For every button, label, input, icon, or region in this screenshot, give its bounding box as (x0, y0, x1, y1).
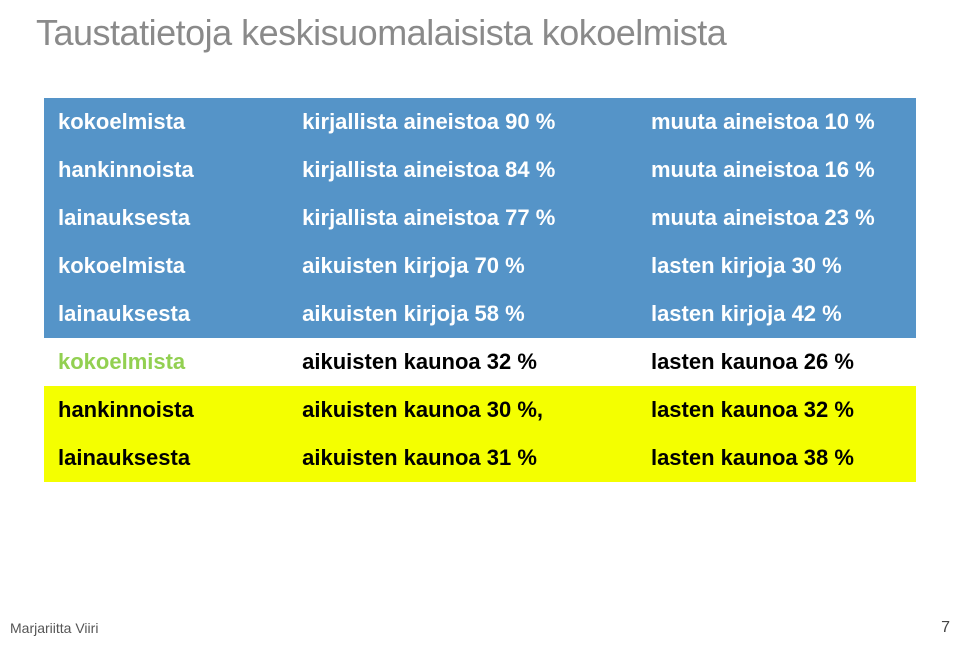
table-row: lainauksestaaikuisten kaunoa 31 %lasten … (44, 434, 916, 482)
table-row: hankinnoistaaikuisten kaunoa 30 %,lasten… (44, 386, 916, 434)
footer-author: Marjariitta Viiri (10, 620, 98, 636)
table-cell: kokoelmista (44, 242, 288, 290)
table-cell: kokoelmista (44, 98, 288, 146)
table-row: kokoelmistakirjallista aineistoa 90 %muu… (44, 98, 916, 146)
slide: Taustatietoja keskisuomalaisista kokoelm… (0, 0, 960, 647)
table-cell: hankinnoista (44, 146, 288, 194)
table-cell: muuta aineistoa 23 % (637, 194, 916, 242)
table-row: hankinnoistakirjallista aineistoa 84 %mu… (44, 146, 916, 194)
table-cell: kirjallista aineistoa 84 % (288, 146, 637, 194)
slide-title: Taustatietoja keskisuomalaisista kokoelm… (36, 12, 924, 54)
table-cell: aikuisten kaunoa 32 % (288, 338, 637, 386)
table-cell: kokoelmista (44, 338, 288, 386)
table-cell: lasten kaunoa 38 % (637, 434, 916, 482)
table-cell: lasten kaunoa 26 % (637, 338, 916, 386)
table-cell: lainauksesta (44, 290, 288, 338)
footer-page-number: 7 (941, 619, 950, 637)
footer: Marjariitta Viiri 7 (10, 619, 950, 637)
table-cell: lainauksesta (44, 194, 288, 242)
table-row: lainauksestakirjallista aineistoa 77 %mu… (44, 194, 916, 242)
table-cell: muuta aineistoa 10 % (637, 98, 916, 146)
table-cell: hankinnoista (44, 386, 288, 434)
table-cell: aikuisten kirjoja 70 % (288, 242, 637, 290)
table-cell: kirjallista aineistoa 77 % (288, 194, 637, 242)
table-cell: lasten kirjoja 30 % (637, 242, 916, 290)
table-cell: muuta aineistoa 16 % (637, 146, 916, 194)
table-cell: aikuisten kaunoa 31 % (288, 434, 637, 482)
table-cell: lasten kirjoja 42 % (637, 290, 916, 338)
table-cell: lainauksesta (44, 434, 288, 482)
data-table: kokoelmistakirjallista aineistoa 90 %muu… (44, 98, 916, 482)
table-cell: lasten kaunoa 32 % (637, 386, 916, 434)
table-row: lainauksestaaikuisten kirjoja 58 %lasten… (44, 290, 916, 338)
table-cell: aikuisten kirjoja 58 % (288, 290, 637, 338)
table-row: kokoelmistaaikuisten kaunoa 32 %lasten k… (44, 338, 916, 386)
table-cell: aikuisten kaunoa 30 %, (288, 386, 637, 434)
table-cell: kirjallista aineistoa 90 % (288, 98, 637, 146)
table-row: kokoelmistaaikuisten kirjoja 70 %lasten … (44, 242, 916, 290)
